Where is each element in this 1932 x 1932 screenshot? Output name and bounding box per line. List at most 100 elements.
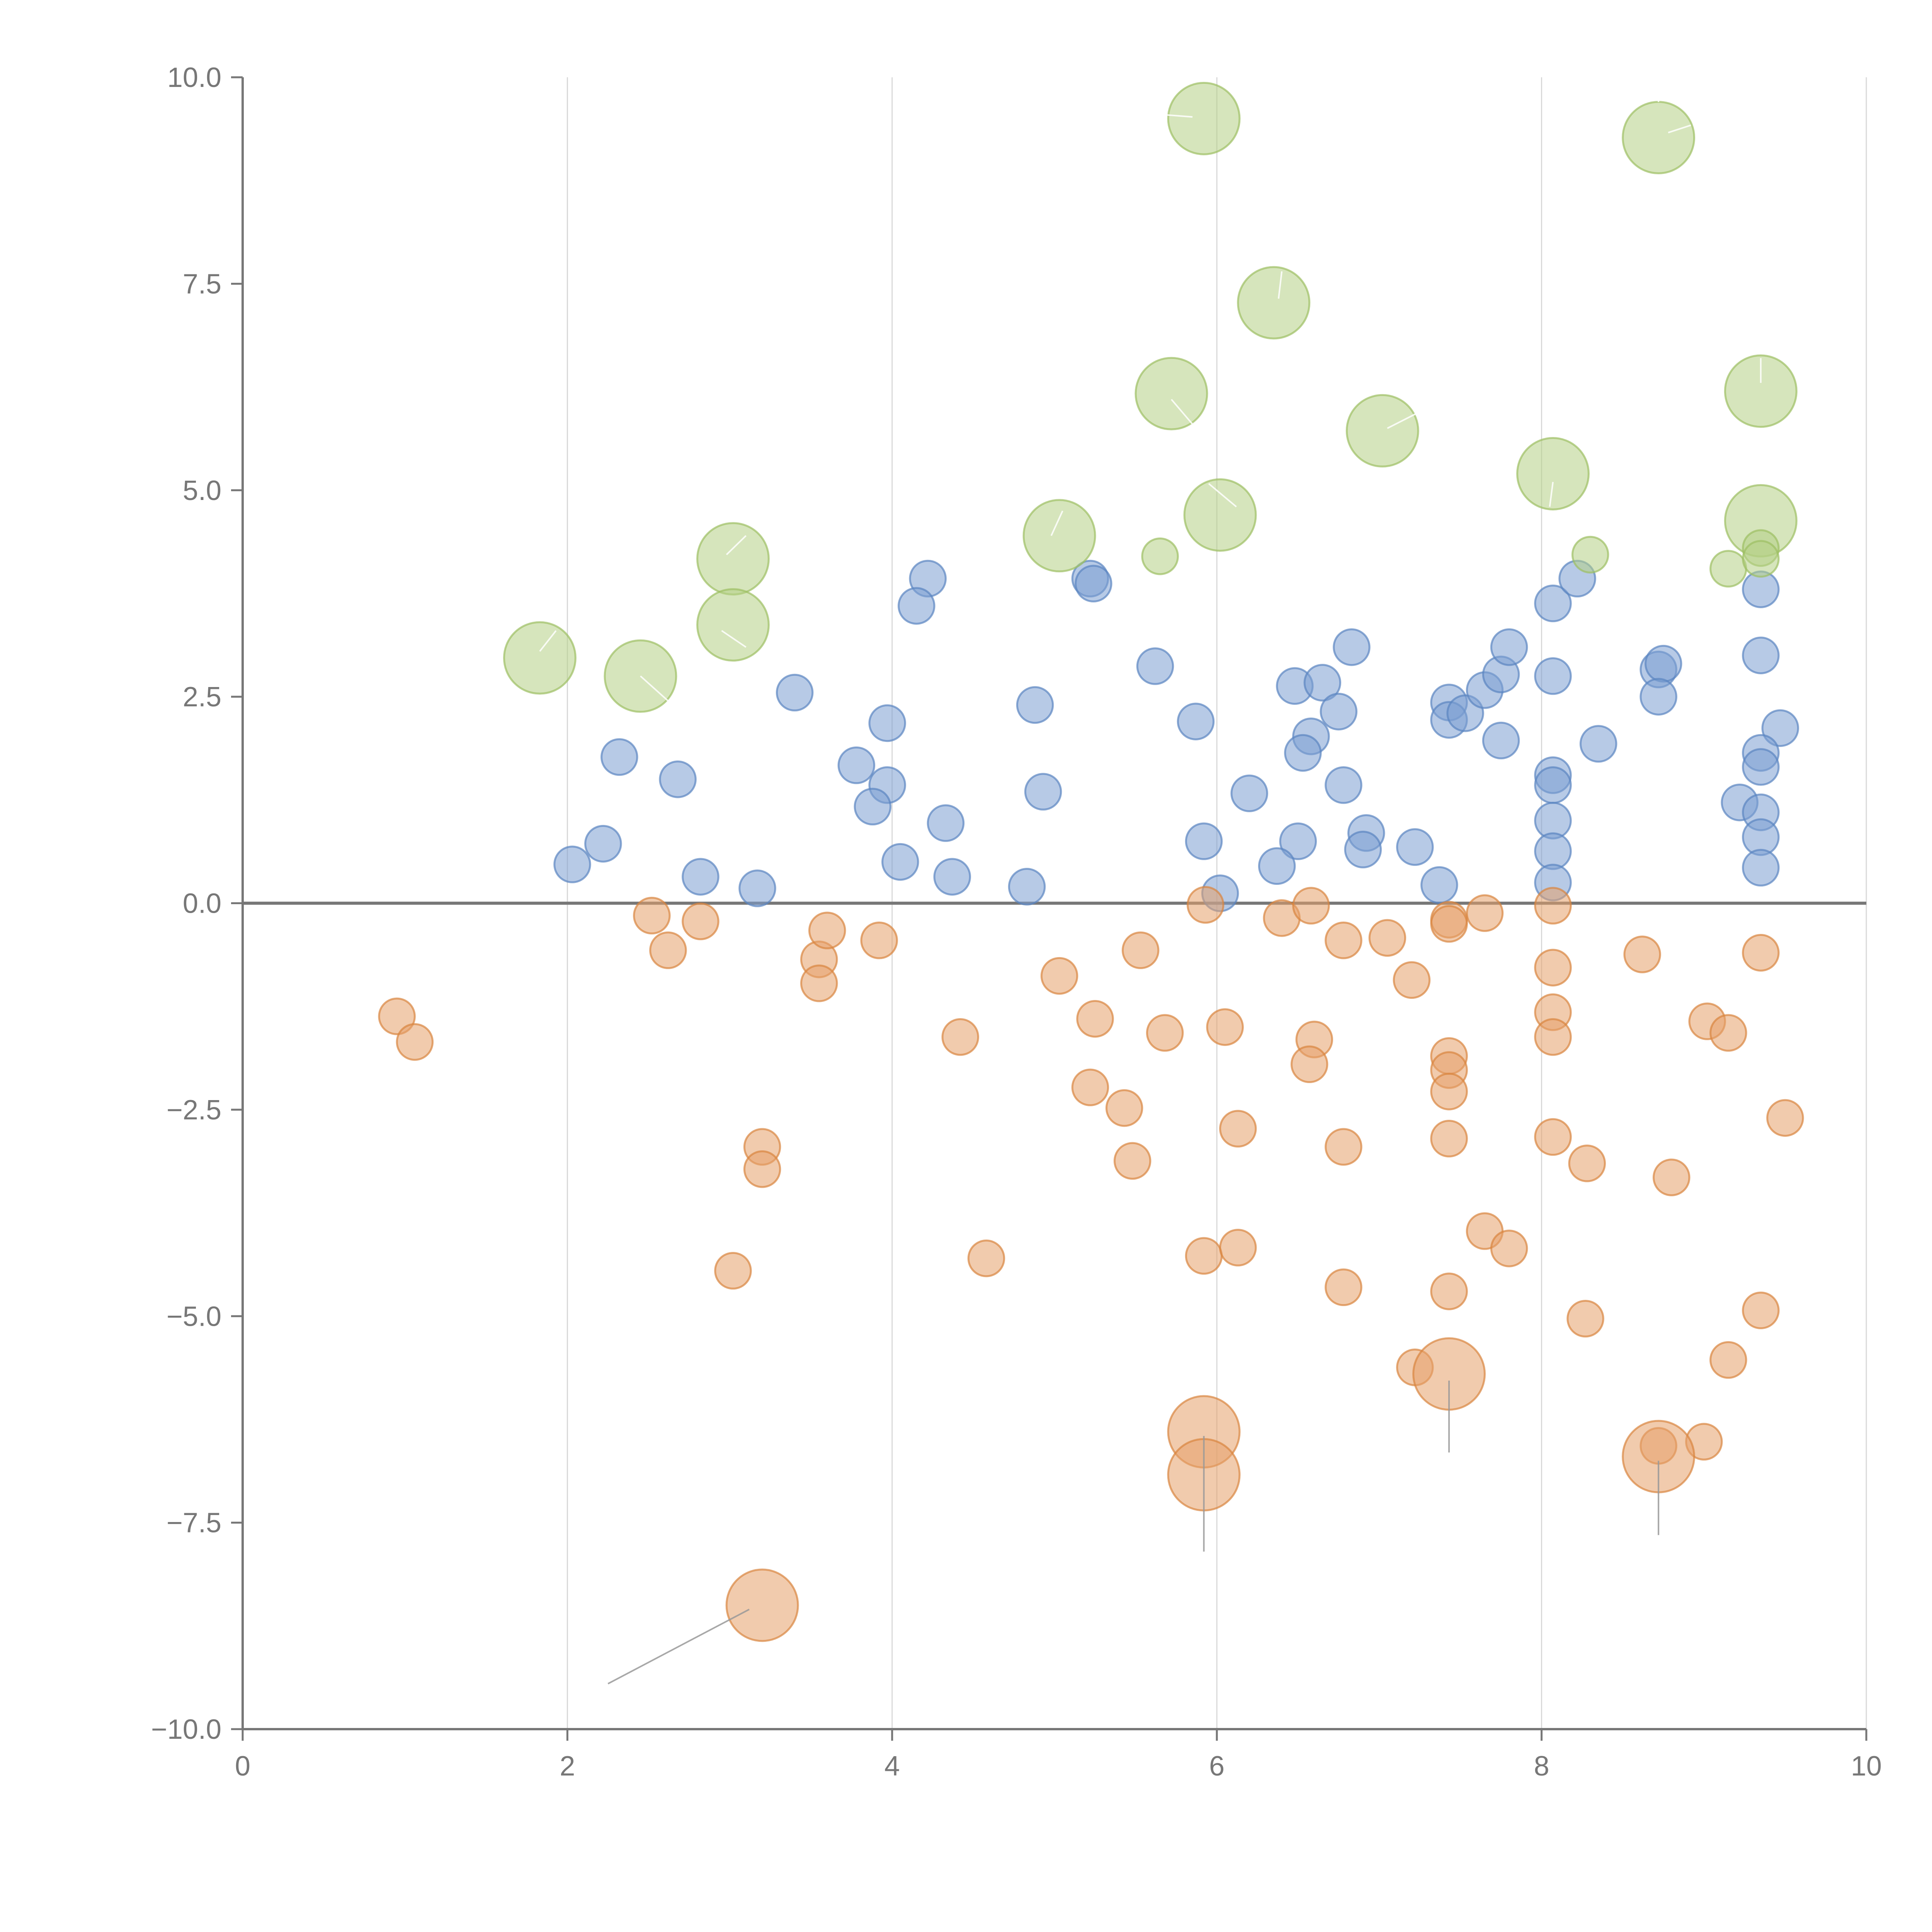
blue-point: [1645, 645, 1682, 683]
blue-point: [1303, 664, 1342, 702]
blue-point: [1075, 565, 1112, 603]
green-point: [1724, 354, 1798, 428]
data-points: [378, 82, 1804, 1685]
blue-point: [1534, 766, 1572, 804]
orange-point: [1709, 1014, 1747, 1052]
orange-point: [1430, 905, 1468, 943]
green-leader-line: [1171, 399, 1193, 425]
blue-point: [659, 760, 697, 798]
x-tick-label: 8: [1534, 1751, 1549, 1782]
orange-point: [967, 1239, 1005, 1277]
green-leader-line: [1277, 271, 1283, 299]
orange-point: [1742, 934, 1780, 972]
green-point: [1345, 394, 1419, 468]
blue-point: [1639, 678, 1677, 716]
green-point: [1742, 540, 1780, 578]
green-point: [1141, 537, 1179, 575]
y-tick-label: −7.5: [167, 1508, 221, 1539]
orange-point: [743, 1150, 781, 1188]
blue-point: [1333, 628, 1371, 666]
blue-point: [1325, 766, 1362, 804]
blue-point: [1008, 868, 1046, 906]
green-point: [696, 522, 770, 596]
blue-point: [1579, 725, 1617, 763]
orange-point: [396, 1023, 434, 1061]
orange-point: [1534, 1018, 1572, 1056]
y-tick-label: 0.0: [183, 888, 221, 919]
green-leader-line: [726, 535, 747, 555]
blue-point: [1284, 734, 1322, 772]
blue-point: [898, 587, 935, 625]
orange-point: [1290, 1045, 1328, 1083]
blue-point: [1482, 721, 1520, 760]
y-tick-label: −2.5: [167, 1095, 221, 1126]
blue-point: [1742, 748, 1780, 786]
blue-point: [1534, 657, 1572, 695]
orange-point: [1430, 1119, 1468, 1158]
orange-point: [1146, 1014, 1184, 1052]
blue-point: [1230, 774, 1268, 812]
blue-point: [1177, 702, 1215, 740]
green-point: [1622, 101, 1696, 174]
orange-point: [1490, 1230, 1528, 1267]
orange-point: [1325, 1128, 1362, 1166]
y-tick-label: −10.0: [151, 1714, 221, 1745]
y-tick-label: −5.0: [167, 1301, 221, 1332]
blue-point: [1490, 628, 1528, 666]
x-tick-label: 0: [235, 1751, 250, 1782]
orange-point: [800, 964, 838, 1002]
x-tick-label: 6: [1209, 1751, 1225, 1782]
blue-point: [1742, 849, 1780, 887]
blue-point: [1420, 866, 1458, 904]
green-leader-line: [640, 675, 669, 702]
green-point: [1167, 82, 1241, 155]
blue-point: [854, 787, 892, 826]
orange-point: [1430, 1272, 1468, 1310]
orange-point: [1187, 886, 1225, 924]
blue-point: [1534, 832, 1572, 870]
green-point: [1134, 357, 1208, 430]
green-point: [1709, 550, 1747, 588]
blue-point: [1185, 822, 1223, 860]
orange-point: [1219, 1229, 1257, 1267]
orange-point: [1185, 1237, 1223, 1275]
orange-point: [1709, 1341, 1747, 1379]
orange-point: [1040, 957, 1078, 995]
green-leader-line: [539, 630, 557, 652]
orange-point: [1534, 949, 1572, 986]
orange-point: [714, 1252, 752, 1290]
blue-point: [1534, 584, 1572, 622]
blue-point: [553, 845, 591, 883]
orange-point: [1113, 1142, 1151, 1180]
blue-point: [776, 673, 814, 712]
orange-point: [941, 1018, 980, 1056]
x-tick-label: 2: [560, 1751, 575, 1782]
axes: [231, 76, 1867, 1741]
blue-point: [933, 858, 971, 896]
blue-point: [1761, 709, 1799, 747]
blue-point: [1320, 692, 1358, 731]
orange-point: [1206, 1008, 1244, 1046]
orange-point: [1766, 1099, 1804, 1137]
orange-point: [1071, 1068, 1109, 1106]
blue-point: [1136, 647, 1174, 685]
green-point: [696, 588, 770, 662]
orange-point: [1393, 961, 1431, 999]
orange-point: [1466, 894, 1504, 932]
orange-point: [1534, 1118, 1572, 1156]
blue-point: [1344, 830, 1382, 869]
green-leader-line: [1549, 482, 1554, 507]
orange-point: [1325, 921, 1362, 959]
y-tick-label: 10.0: [167, 62, 221, 93]
blue-point: [584, 825, 622, 863]
blue-point: [1396, 828, 1434, 866]
orange-point: [1325, 1268, 1362, 1306]
blue-point: [1258, 847, 1296, 885]
orange-point: [1742, 1291, 1780, 1330]
green-point: [1516, 437, 1590, 510]
orange-point: [649, 931, 687, 969]
orange-point: [1568, 1145, 1606, 1182]
y-tick-label: 2.5: [183, 682, 221, 713]
orange-point: [378, 997, 416, 1036]
x-tick-label: 10: [1851, 1751, 1882, 1782]
